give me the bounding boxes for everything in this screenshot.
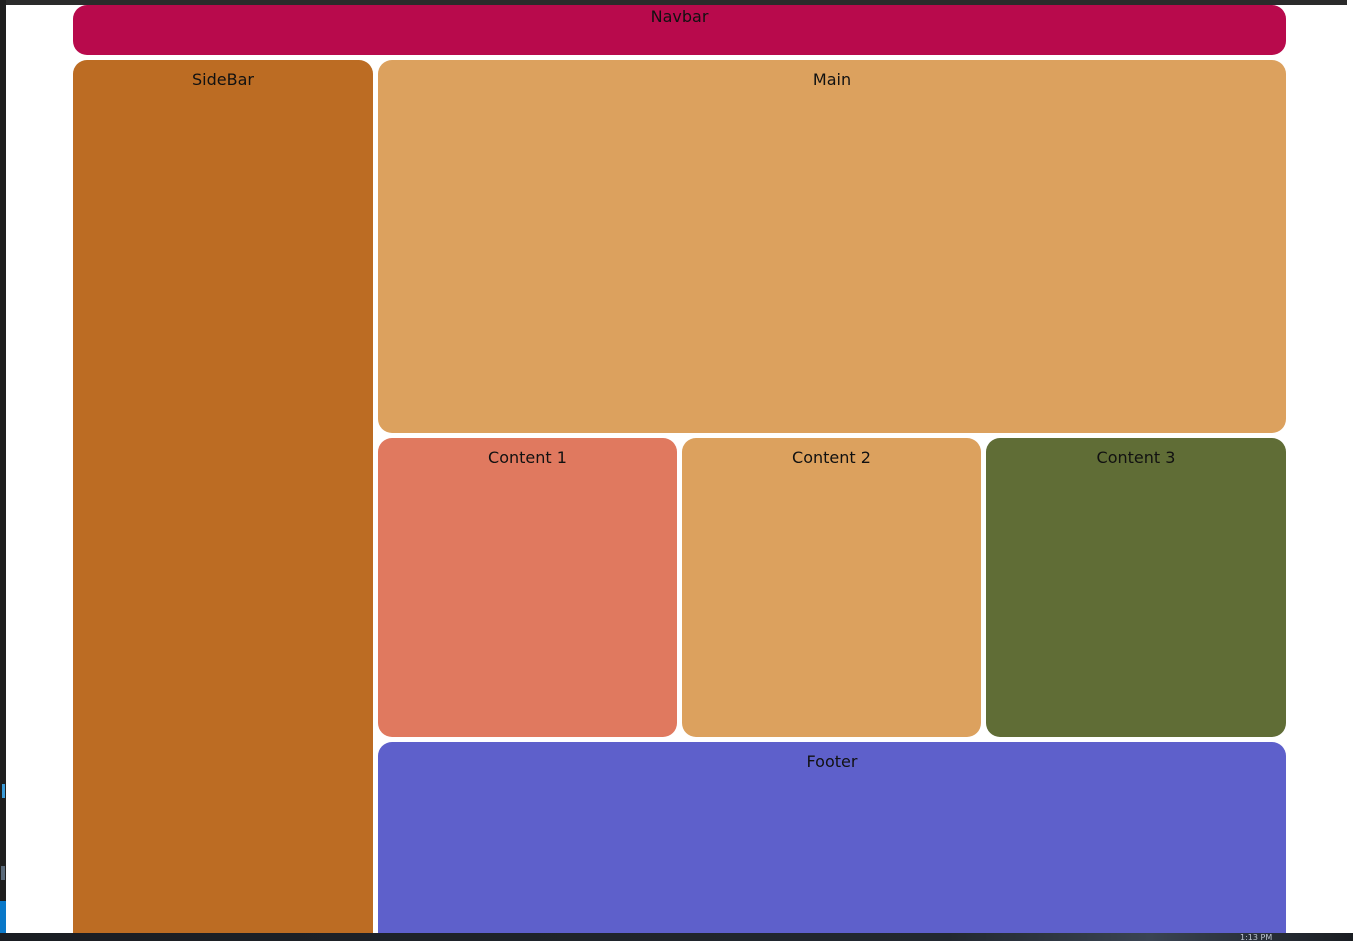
navbar-label: Navbar [650, 7, 709, 26]
footer-label: Footer [806, 752, 858, 771]
content-1-label: Content 1 [488, 448, 567, 467]
content-3-panel: Content 3 [986, 438, 1286, 737]
main-label: Main [812, 70, 852, 89]
main-panel: Main [378, 60, 1286, 433]
edge-accent [2, 784, 5, 798]
sidebar: SideBar [73, 60, 373, 936]
start-button-edge[interactable] [0, 901, 6, 933]
navbar: Navbar [73, 5, 1286, 55]
content-1-panel: Content 1 [378, 438, 677, 737]
edge-accent [1, 866, 5, 880]
taskbar [0, 933, 1353, 941]
sidebar-label: SideBar [192, 70, 254, 89]
window-top-edge [0, 0, 1353, 5]
content-3-label: Content 3 [1096, 448, 1176, 467]
content-2-panel: Content 2 [682, 438, 981, 737]
window-left-edge [0, 0, 6, 941]
footer-panel: Footer [378, 742, 1286, 936]
taskbar-clock[interactable]: 1:13 PM [1240, 933, 1273, 942]
content-2-label: Content 2 [792, 448, 871, 467]
window-right-edge [1347, 0, 1353, 941]
